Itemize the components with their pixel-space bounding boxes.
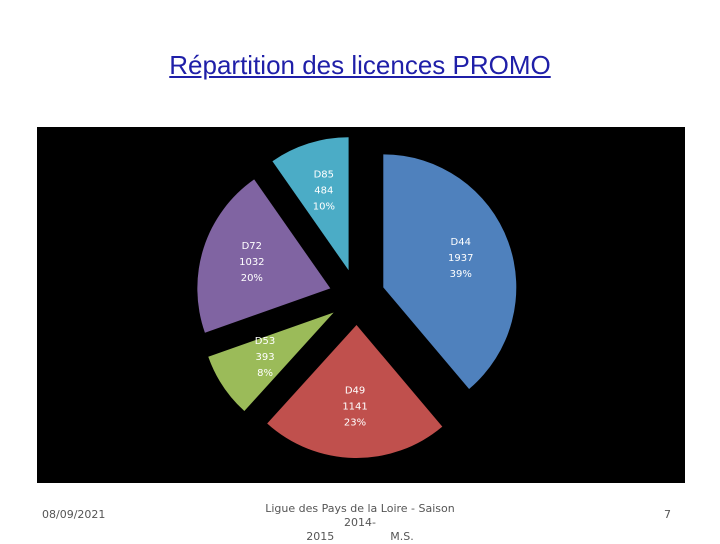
pie-label-d49: D49 1141 23% [342,385,367,428]
footer-date: 08/09/2021 [42,508,106,521]
pie-slice-d44 [383,154,517,390]
pie-slice-d53 [208,312,334,412]
pie-label-d72: D72 1032 20% [239,241,264,284]
pie-slice-d85 [272,137,349,271]
pie-chart: D44 1937 39% D49 1141 23% D53 393 8% D72 1032 20% D8… [197,137,517,458]
pie-label-d44: D44 1937 39% [448,237,473,280]
slide-title: Répartition des licences PROMO [169,50,551,80]
footer-line-1: Ligue des Pays de la Loire - Saison 2014… [265,502,455,529]
footer-text: Ligue des Pays de la Loire - Saison 2014… [250,502,470,544]
page-number: 7 [664,508,671,521]
pie-chart-area: D44 1937 39% D49 1141 23% D53 393 8% D72 1032 20% D8… [37,127,685,483]
pie-slice-d49 [267,324,443,458]
pie-slice-d72 [197,179,331,333]
footer-line-2: 2015 M.S. [306,530,414,543]
pie-label-d85: D85 484 10% [313,170,335,213]
pie-label-d53: D53 393 8% [255,336,275,379]
